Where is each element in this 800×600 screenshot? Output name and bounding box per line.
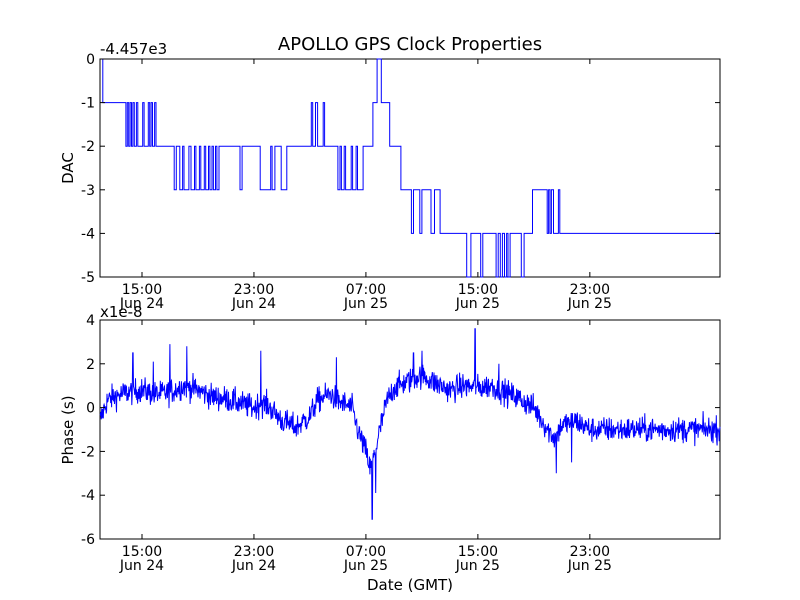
- dac-x-tick-date: Jun 24: [119, 296, 164, 312]
- phase-y-tick-label: 0: [86, 401, 95, 417]
- phase-x-tick-time: 07:00: [346, 544, 386, 560]
- dac-y-tick-label: 0: [86, 52, 95, 68]
- phase-x-tick-time: 23:00: [234, 544, 274, 560]
- phase-x-tick-date: Jun 25: [343, 558, 388, 574]
- phase-y-tick-label: -4: [81, 488, 95, 504]
- dac-x-tick-time: 15:00: [122, 282, 162, 298]
- dac-y-tick-label: -4: [81, 226, 95, 242]
- dac-x-tick-time: 23:00: [234, 282, 274, 298]
- dac-x-tick-date: Jun 25: [567, 296, 612, 312]
- phase-x-tick-time: 15:00: [458, 544, 498, 560]
- phase-x-tick-date: Jun 24: [119, 558, 164, 574]
- dac-x-tick-time: 23:00: [570, 282, 610, 298]
- phase-offset-label: x1e-8: [100, 303, 143, 321]
- dac-axes-frame: [99, 58, 721, 278]
- dac-y-tick-label: -1: [81, 96, 95, 112]
- phase-y-tick-label: 4: [86, 313, 95, 329]
- phase-x-tick-date: Jun 25: [455, 558, 500, 574]
- dac-y-label: DAC: [59, 152, 77, 184]
- phase-x-tick-time: 23:00: [570, 544, 610, 560]
- dac-x-tick-time: 15:00: [458, 282, 498, 298]
- x-axis-label: Date (GMT): [367, 576, 453, 594]
- dac-series-layer: [100, 58, 720, 278]
- phase-y-tick-label: -6: [81, 532, 95, 548]
- phase-y-tick-label: -2: [81, 444, 95, 460]
- phase-x-tick-date: Jun 25: [567, 558, 612, 574]
- phase-series-layer: [99, 328, 721, 520]
- dac-x-tick-date: Jun 25: [455, 296, 500, 312]
- dac-series-line: [100, 58, 720, 278]
- dac-x-tick-date: Jun 24: [231, 296, 276, 312]
- chart-title: APOLLO GPS Clock Properties: [278, 34, 542, 55]
- dac-y-tick-label: -5: [81, 270, 95, 286]
- phase-y-tick-label: 2: [86, 357, 95, 373]
- dac-x-tick-date: Jun 25: [343, 296, 388, 312]
- dac-offset-label: -4.457e3: [100, 40, 167, 58]
- phase-y-label: Phase (s): [59, 395, 77, 464]
- dac-x-tick-time: 07:00: [346, 282, 386, 298]
- phase-series-line: [99, 328, 721, 520]
- phase-axes-frame: [99, 319, 721, 540]
- phase-x-tick-time: 15:00: [122, 544, 162, 560]
- dac-y-tick-label: -3: [81, 183, 95, 199]
- dac-y-tick-label: -2: [81, 139, 95, 155]
- phase-x-tick-date: Jun 24: [231, 558, 276, 574]
